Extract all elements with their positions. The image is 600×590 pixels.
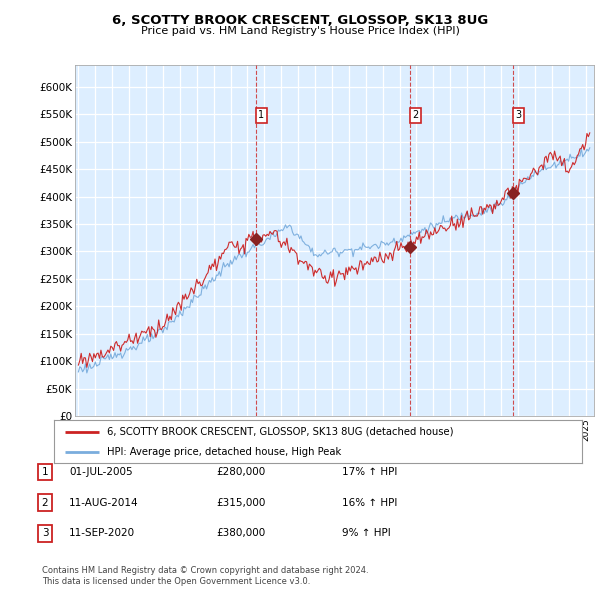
Text: 1: 1 xyxy=(259,110,265,120)
Text: This data is licensed under the Open Government Licence v3.0.: This data is licensed under the Open Gov… xyxy=(42,577,310,586)
Text: 9% ↑ HPI: 9% ↑ HPI xyxy=(342,529,391,538)
Text: 3: 3 xyxy=(41,529,49,538)
Text: 11-SEP-2020: 11-SEP-2020 xyxy=(69,529,135,538)
Text: Price paid vs. HM Land Registry's House Price Index (HPI): Price paid vs. HM Land Registry's House … xyxy=(140,26,460,36)
Text: £280,000: £280,000 xyxy=(216,467,265,477)
Text: 6, SCOTTY BROOK CRESCENT, GLOSSOP, SK13 8UG: 6, SCOTTY BROOK CRESCENT, GLOSSOP, SK13 … xyxy=(112,14,488,27)
Text: 6, SCOTTY BROOK CRESCENT, GLOSSOP, SK13 8UG (detached house): 6, SCOTTY BROOK CRESCENT, GLOSSOP, SK13 … xyxy=(107,427,454,437)
Text: 3: 3 xyxy=(515,110,521,120)
Text: 11-AUG-2014: 11-AUG-2014 xyxy=(69,498,139,507)
Text: £315,000: £315,000 xyxy=(216,498,265,507)
Text: 17% ↑ HPI: 17% ↑ HPI xyxy=(342,467,397,477)
Text: 1: 1 xyxy=(41,467,49,477)
Text: 16% ↑ HPI: 16% ↑ HPI xyxy=(342,498,397,507)
Text: £380,000: £380,000 xyxy=(216,529,265,538)
Text: 01-JUL-2005: 01-JUL-2005 xyxy=(69,467,133,477)
Text: 2: 2 xyxy=(41,498,49,507)
Text: Contains HM Land Registry data © Crown copyright and database right 2024.: Contains HM Land Registry data © Crown c… xyxy=(42,566,368,575)
Text: HPI: Average price, detached house, High Peak: HPI: Average price, detached house, High… xyxy=(107,447,341,457)
Text: 2: 2 xyxy=(412,110,419,120)
